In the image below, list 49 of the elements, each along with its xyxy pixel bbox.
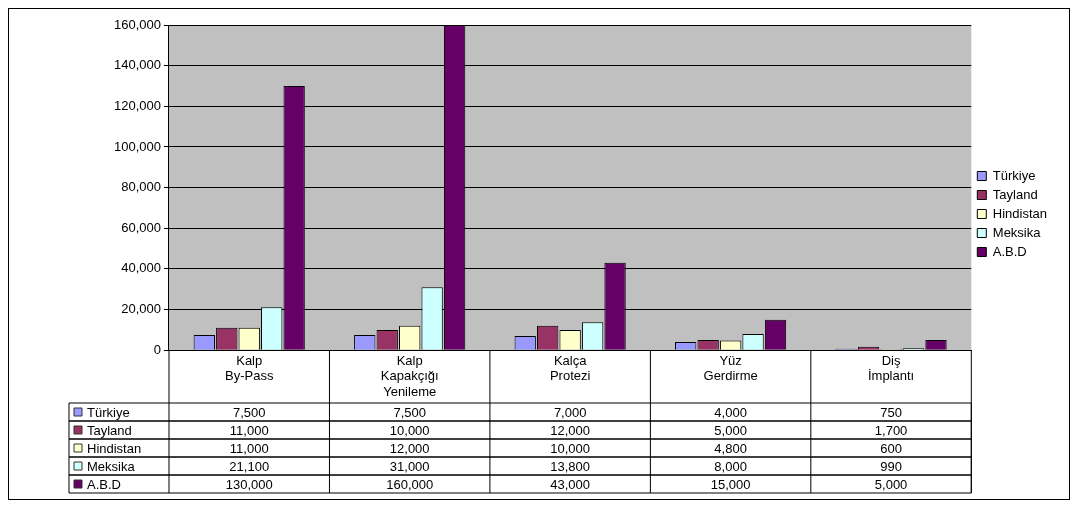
y-tick-label: 120,000 <box>113 97 161 113</box>
text: Tayland <box>992 186 1038 202</box>
y-tick-label: 60,000 <box>121 219 161 235</box>
data-label: 10,000 <box>550 440 591 456</box>
y-tick-label: 100,000 <box>113 138 161 154</box>
text: A.B.D <box>86 476 121 492</box>
y-tick-label: 80,000 <box>121 179 161 195</box>
data-label: 12,000 <box>389 440 430 456</box>
legend-label: Tayland <box>86 422 132 438</box>
x-tick-label: Diş İmplantı <box>867 352 915 384</box>
legend-label: Hindistan <box>86 440 142 456</box>
data-label: 5,000 <box>714 422 747 438</box>
x-tick-label: Kalça Protezi <box>549 352 591 384</box>
data-label: 11,000 <box>229 440 269 456</box>
y-tick-label: 140,000 <box>113 57 161 73</box>
x-tick-label: Kalp Kapakçığı Yenileme <box>380 352 439 399</box>
legend-label: A.B.D <box>992 243 1027 259</box>
data-label: 7,500 <box>393 404 426 420</box>
data-label: 31,000 <box>389 458 430 474</box>
data-label: 11,000 <box>229 422 269 438</box>
data-label: 600 <box>880 440 902 456</box>
y-tick-label: 160,000 <box>113 16 161 32</box>
data-label: 13,800 <box>550 458 591 474</box>
text: Hindistan <box>992 205 1048 221</box>
data-label: 1,700 <box>874 422 908 438</box>
data-label: 7,000 <box>553 404 587 420</box>
y-tick-label: 0 <box>153 341 161 357</box>
legend-label: Türkiye <box>86 404 130 420</box>
data-label: 750 <box>880 404 902 420</box>
data-label: 10,000 <box>389 422 430 438</box>
data-label: 5,000 <box>874 476 908 492</box>
x-tick-label: Yüz Gerdirme <box>703 352 758 384</box>
y-tick-label: 40,000 <box>121 260 161 276</box>
data-label: 21,100 <box>229 458 270 474</box>
data-label: 12,000 <box>550 422 591 438</box>
y-tick-label: 20,000 <box>121 301 161 317</box>
text: Meksika <box>86 458 135 474</box>
x-tick-label: Kalp By-Pass <box>225 352 274 384</box>
data-label: 8,000 <box>714 458 747 474</box>
legend-label: Meksika <box>992 224 1042 240</box>
data-label: 15,000 <box>710 476 751 492</box>
text: Türkiye <box>992 167 1036 183</box>
data-label: 130,000 <box>225 476 273 492</box>
data-label: 160,000 <box>386 476 434 492</box>
data-label: 43,000 <box>550 476 591 492</box>
data-label: 7,500 <box>232 404 266 420</box>
data-label: 990 <box>880 458 902 474</box>
data-label: 4,000 <box>714 404 747 420</box>
data-label: 4,800 <box>714 440 747 456</box>
